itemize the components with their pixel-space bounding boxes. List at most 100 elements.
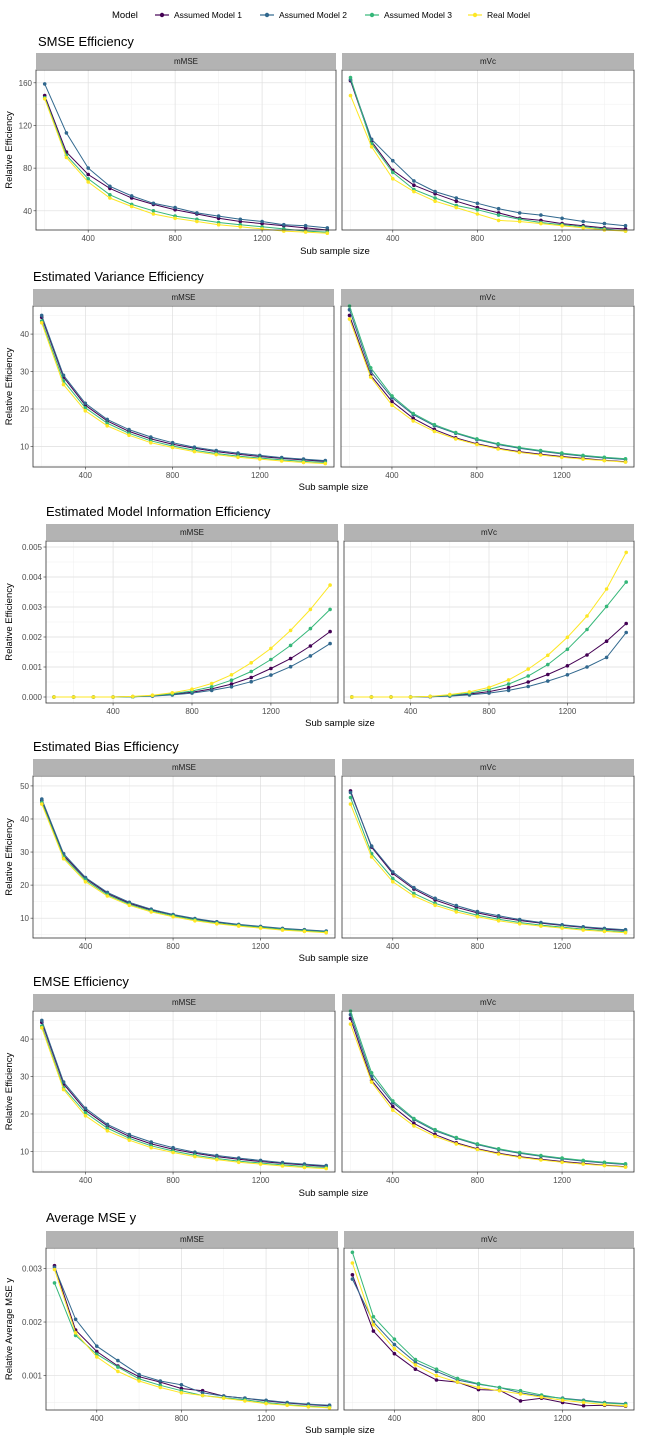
data-point — [328, 583, 332, 587]
facet-strip — [341, 289, 634, 305]
data-point — [565, 635, 570, 640]
data-point — [412, 894, 416, 898]
data-point — [497, 1388, 502, 1393]
y-tick-label: 30 — [20, 1073, 29, 1082]
data-point — [560, 1160, 564, 1165]
panel-background — [342, 70, 634, 230]
facet-strip — [342, 994, 634, 1010]
data-point — [171, 915, 175, 919]
y-tick-label: 0.003 — [22, 1264, 43, 1273]
data-point — [369, 1080, 374, 1084]
x-tick-label: 800 — [471, 234, 485, 243]
data-point — [308, 654, 313, 658]
x-tick-label: 400 — [79, 471, 93, 480]
chart-title: Average MSE y — [46, 1210, 137, 1225]
data-point — [105, 417, 109, 422]
data-point — [171, 1145, 175, 1150]
data-point — [546, 672, 550, 677]
data-point — [467, 690, 472, 694]
data-point — [328, 607, 332, 612]
facet-panel-mVc: mVc 400 800 1200 — [341, 994, 635, 1185]
data-point — [602, 1402, 607, 1407]
data-point — [369, 695, 374, 699]
facet-strip-label: mVc — [480, 763, 496, 772]
data-point — [517, 450, 522, 455]
facet-strip-label: mMSE — [172, 998, 196, 1007]
data-point — [392, 1337, 397, 1341]
chart-title: SMSE Efficiency — [38, 34, 134, 49]
y-tick-label: 120 — [19, 121, 33, 130]
panel-border — [340, 305, 635, 468]
panel-background — [46, 1248, 338, 1410]
data-point — [496, 218, 501, 223]
data-point — [526, 674, 530, 678]
data-point — [454, 205, 459, 210]
data-point — [391, 1104, 395, 1109]
data-point — [149, 1140, 153, 1144]
data-point — [389, 695, 393, 699]
data-point — [623, 1165, 628, 1169]
data-point — [61, 373, 66, 378]
data-point — [308, 644, 313, 648]
data-point — [195, 219, 199, 224]
data-point — [229, 685, 234, 689]
data-point — [193, 919, 197, 923]
data-point — [127, 1138, 132, 1142]
data-point — [604, 587, 609, 591]
data-point — [369, 1074, 374, 1079]
facet-strip-label: mVc — [480, 57, 496, 66]
data-point — [214, 452, 218, 457]
data-point — [411, 416, 416, 421]
series-line — [41, 802, 327, 933]
panel-border — [343, 1247, 635, 1411]
data-point — [129, 204, 134, 209]
chart-4: Estimated Bias Efficiency mMSE 400 800 1200 1… — [4, 739, 635, 964]
data-point — [324, 930, 329, 935]
series-real-model — [348, 802, 628, 935]
facet-panel-mVc: mVc 400 800 1200 — [343, 524, 635, 716]
panel-background — [341, 306, 634, 467]
series-line — [41, 798, 327, 932]
series-line — [350, 1014, 626, 1165]
y-tick-label: 0.001 — [22, 1372, 43, 1381]
data-point — [538, 453, 543, 457]
data-point — [238, 225, 243, 229]
data-point — [350, 1273, 355, 1277]
data-point — [269, 646, 273, 651]
data-point — [412, 183, 416, 187]
data-point — [517, 917, 522, 922]
data-point — [40, 1026, 44, 1030]
series-line — [349, 305, 626, 460]
data-point — [391, 170, 395, 175]
data-point — [285, 1403, 290, 1407]
data-point — [149, 910, 153, 914]
data-point — [61, 856, 66, 861]
data-point — [412, 189, 416, 194]
facet-panel-mVc: mVc 400 800 1200 — [341, 53, 635, 243]
data-point — [350, 695, 354, 699]
facet-strip — [33, 994, 335, 1010]
data-point — [518, 1388, 523, 1393]
data-point — [269, 673, 273, 677]
data-point — [279, 459, 284, 463]
data-point — [408, 695, 413, 699]
data-point — [546, 653, 550, 658]
data-point — [105, 1122, 110, 1127]
series-real-model — [42, 97, 330, 235]
data-point — [434, 1378, 439, 1382]
data-point — [350, 1250, 355, 1255]
data-point — [517, 1150, 522, 1155]
data-point — [413, 1360, 418, 1365]
data-point — [506, 685, 511, 690]
data-point — [149, 435, 153, 439]
data-point — [39, 313, 44, 318]
data-point — [581, 453, 585, 458]
data-point — [413, 1363, 418, 1367]
data-point — [151, 212, 156, 216]
series-line — [350, 1018, 626, 1168]
data-point — [560, 1398, 565, 1403]
data-point — [454, 196, 459, 200]
data-point — [453, 430, 458, 435]
data-point — [216, 222, 221, 227]
data-point — [71, 695, 76, 699]
